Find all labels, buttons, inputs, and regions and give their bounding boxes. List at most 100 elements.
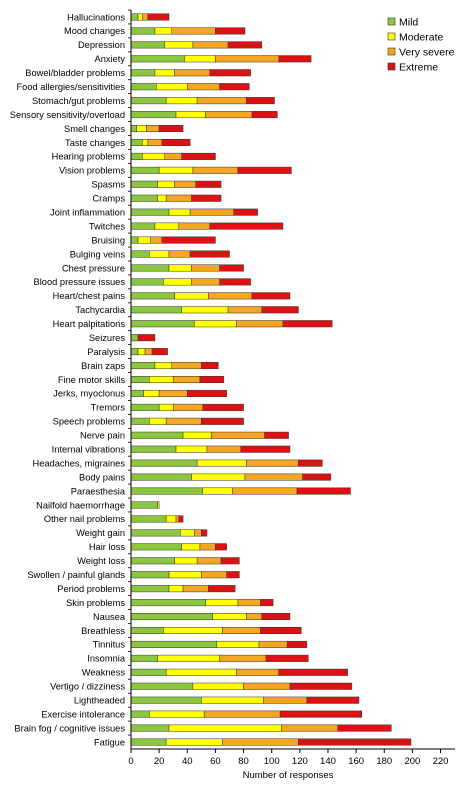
- bar-segment-extreme: [261, 613, 291, 621]
- legend-swatch-extreme: [387, 62, 396, 71]
- x-tick-label: 160: [348, 756, 364, 767]
- bar-segment-mild: [130, 543, 182, 551]
- bar-segment-very-severe: [194, 529, 202, 537]
- bar-segment-very-severe: [174, 69, 211, 77]
- bar-segment-extreme: [158, 125, 184, 133]
- bar-segment-mild: [130, 557, 175, 565]
- bar-segment-very-severe: [192, 166, 239, 174]
- bar-segment-mild: [130, 138, 143, 146]
- category-label: Body pains: [79, 472, 125, 482]
- bar-segment-very-severe: [146, 125, 160, 133]
- bar-segment-extreme: [199, 376, 225, 383]
- category-label: Depression: [78, 40, 125, 50]
- bar-segment-mild: [130, 334, 139, 342]
- bar-segment-extreme: [147, 13, 170, 21]
- bar-segment-extreme: [151, 348, 168, 356]
- category-label: Nailfold haemorrhage: [36, 500, 125, 510]
- bar-segment-moderate: [142, 138, 149, 146]
- x-tick-label: 60: [210, 756, 221, 767]
- bar-segment-mild: [130, 585, 170, 593]
- bar-segment-mild: [130, 682, 194, 690]
- bar-segment-moderate: [175, 111, 206, 119]
- bar-segment-extreme: [289, 682, 353, 690]
- category-label: Hallucinations: [67, 12, 125, 22]
- bar-segment-moderate: [154, 27, 173, 35]
- bar-segment-mild: [130, 515, 167, 523]
- bar-segment-very-severe: [208, 292, 253, 300]
- bar-segment-extreme: [208, 585, 236, 593]
- legend-swatch-mild: [387, 17, 396, 26]
- bar-segment-extreme: [282, 320, 333, 328]
- legend: Mild Moderate Very severe Extreme: [387, 17, 455, 74]
- bar-segment-mild: [130, 403, 160, 411]
- category-label: Bruising: [91, 235, 125, 245]
- bar-segment-moderate: [192, 682, 244, 690]
- bar-segment-extreme: [298, 738, 412, 746]
- bar-segment-very-severe: [191, 278, 220, 286]
- category-label: Hair loss: [89, 542, 126, 552]
- bar-segment-mild: [130, 278, 164, 286]
- bar-segment-moderate: [142, 152, 166, 160]
- bar-segment-very-severe: [210, 431, 265, 439]
- category-label: Internal vibrations: [52, 445, 126, 455]
- bar-segment-moderate: [168, 724, 282, 732]
- bar-segment-extreme: [264, 431, 289, 439]
- bar-segment-extreme: [161, 236, 216, 244]
- bar-segment-mild: [130, 320, 195, 328]
- bar-segment-very-severe: [243, 682, 291, 690]
- bar-segment-very-severe: [171, 362, 202, 370]
- category-label: Anxiety: [95, 54, 126, 64]
- legend-label: Moderate: [399, 32, 444, 44]
- bar-segment-moderate: [174, 557, 198, 565]
- bar-segment-mild: [130, 626, 164, 634]
- bar-segment-very-severe: [215, 55, 279, 63]
- bar-segment-very-severe: [244, 473, 303, 481]
- category-label: Taste changes: [65, 138, 125, 148]
- category-label: Mood changes: [64, 26, 125, 36]
- category-label: Sensory sensitivity/overload: [10, 110, 125, 120]
- bar-segment-moderate: [216, 640, 260, 648]
- category-label: Spasms: [91, 180, 125, 190]
- bar-segment-very-severe: [196, 557, 222, 565]
- bar-segment-mild: [130, 487, 204, 495]
- bar-segment-moderate: [157, 180, 175, 188]
- bar-segment-extreme: [278, 668, 348, 676]
- bar-segment-moderate: [168, 264, 192, 272]
- bar-segment-mild: [130, 696, 202, 704]
- bar-segment-very-severe: [189, 208, 234, 216]
- bar-segment-very-severe: [178, 222, 211, 230]
- bar-segment-mild: [130, 640, 218, 648]
- bar-segment-extreme: [226, 571, 240, 579]
- bar-segment-mild: [130, 111, 177, 119]
- bar-segment-extreme: [202, 403, 244, 411]
- bar-segment-extreme: [178, 515, 184, 523]
- bar-segment-mild: [130, 55, 185, 63]
- category-label: Nerve pain: [80, 431, 125, 441]
- bar-segment-extreme: [201, 362, 219, 370]
- category-label: Exercise intolerance: [41, 709, 125, 719]
- bar-segment-mild: [130, 250, 150, 258]
- x-tick-label: 20: [154, 756, 165, 767]
- x-ticks: 0 20 40 60 80 100 120 140 160 180 200 220: [128, 749, 448, 767]
- bar-segment-very-severe: [174, 180, 196, 188]
- bar-segment-mild: [130, 654, 158, 662]
- bar-segment-extreme: [181, 152, 216, 160]
- category-labels: Hallucinations Mood changes Depression Anxi…: [10, 9, 131, 747]
- category-label: Weight gain: [76, 528, 125, 538]
- bar-segment-extreme: [296, 487, 351, 495]
- x-tick-label: 220: [433, 756, 449, 767]
- bar-segment-moderate: [149, 417, 167, 425]
- bar-segment-very-severe: [175, 515, 180, 523]
- category-label: Bowel/bladder problems: [25, 68, 125, 78]
- x-tick-label: 120: [292, 756, 308, 767]
- bar-segment-very-severe: [246, 613, 263, 621]
- bar-segment-mild: [130, 445, 177, 453]
- category-label: Swollen / painful glands: [27, 570, 125, 580]
- bar-segment-extreme: [237, 166, 292, 174]
- category-label: Hearing problems: [52, 152, 126, 162]
- bar-segment-extreme: [187, 389, 227, 397]
- bar-segment-moderate: [205, 599, 239, 607]
- bar-segment-extreme: [201, 417, 244, 425]
- bar-segment-mild: [130, 431, 184, 439]
- bar-segment-mild: [130, 710, 150, 718]
